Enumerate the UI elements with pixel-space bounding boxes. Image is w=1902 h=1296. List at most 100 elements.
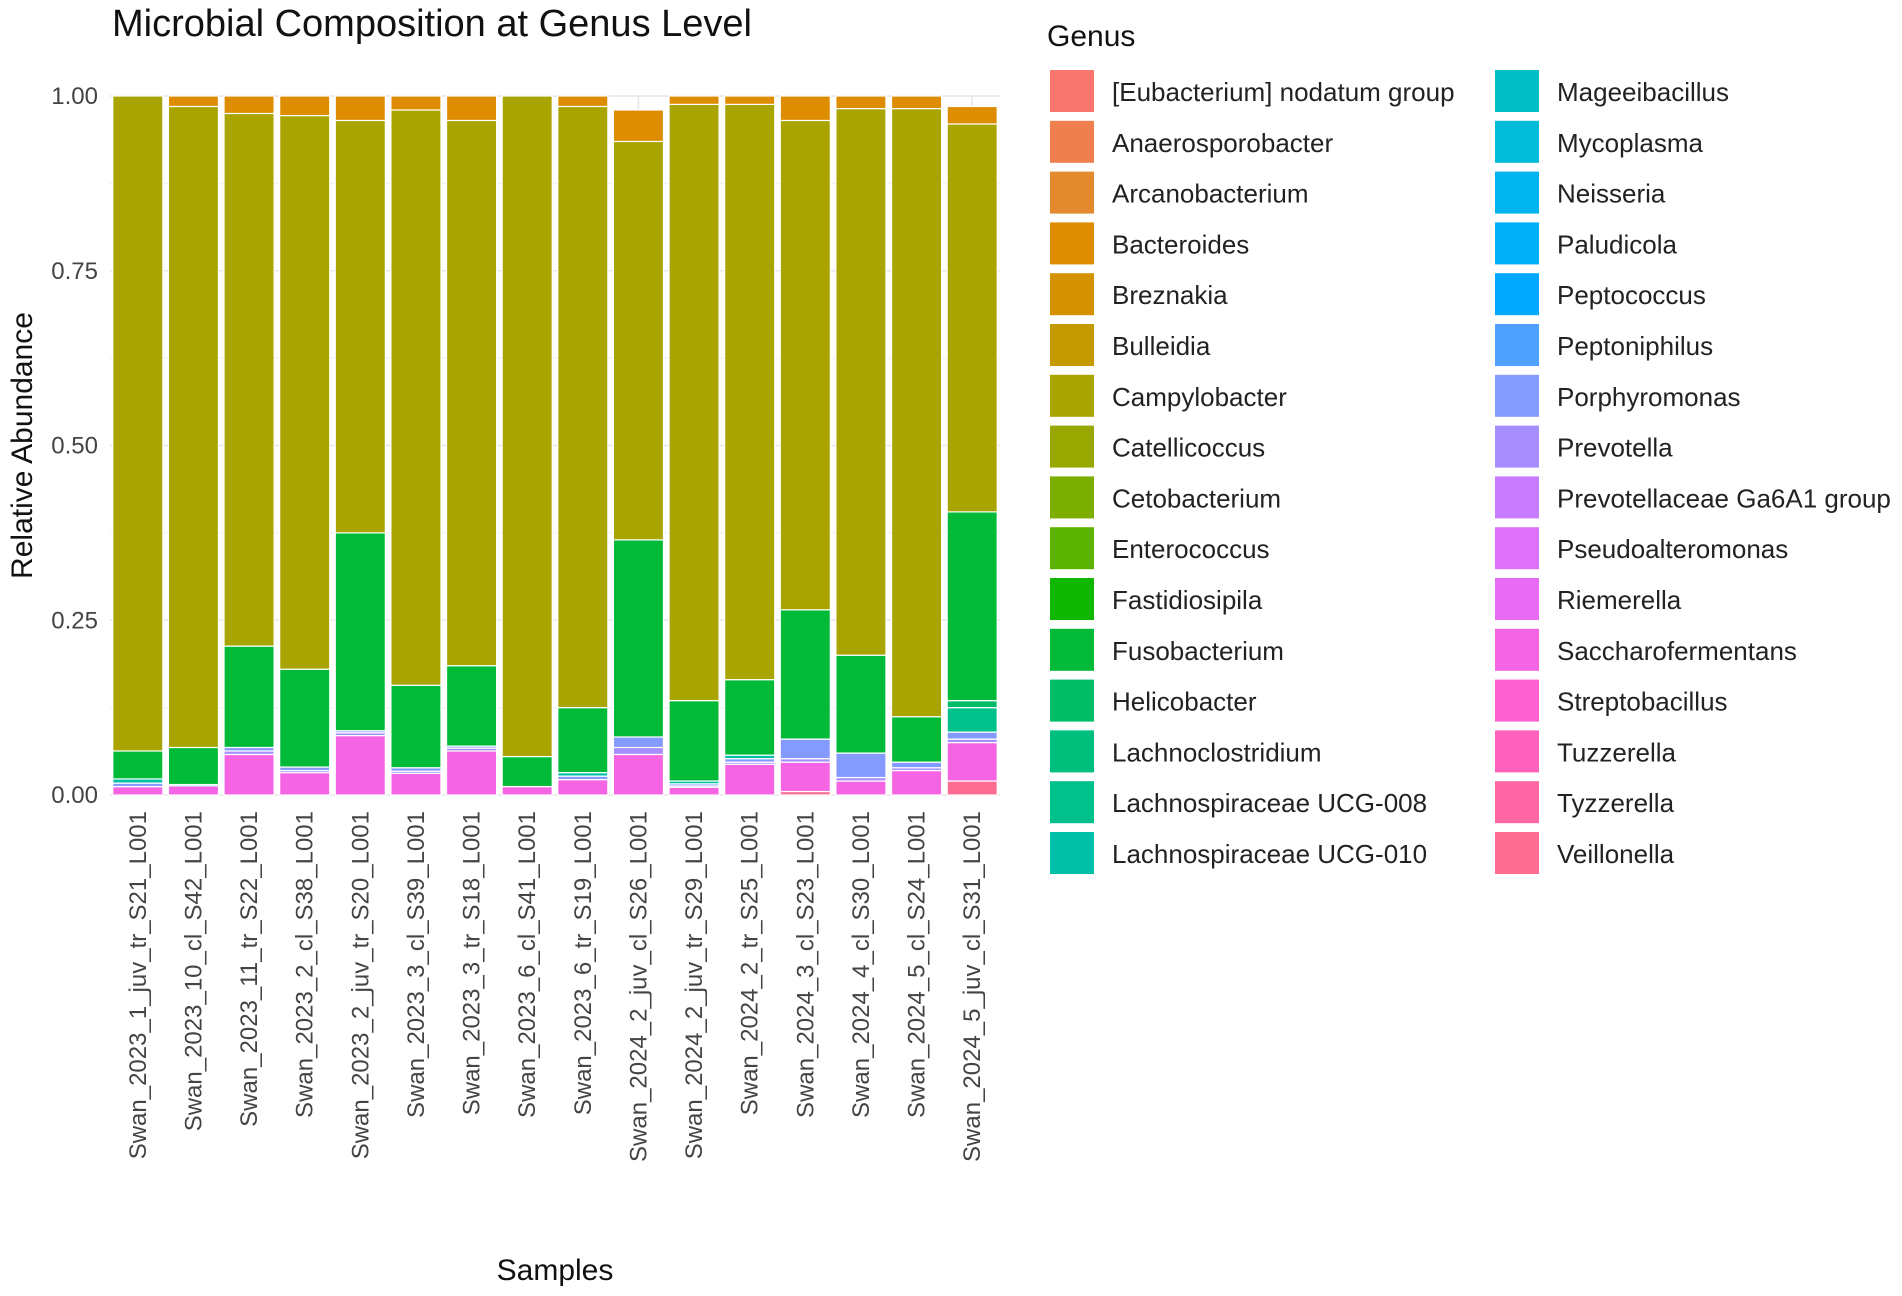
legend-label: Campylobacter bbox=[1112, 382, 1287, 412]
bar-segment bbox=[779, 761, 831, 793]
legend-label: Lachnospiraceae UCG-010 bbox=[1112, 839, 1427, 869]
bar-segment bbox=[557, 105, 609, 709]
legend-label: Paludicola bbox=[1557, 229, 1678, 259]
x-tick-label: Swan_2024_5_cl_S24_L001 bbox=[904, 811, 931, 1118]
bar-segment bbox=[390, 95, 442, 111]
legend-label: Pseudoalteromonas bbox=[1557, 534, 1788, 564]
x-tick-label: Swan_2023_11_tr_S22_L001 bbox=[236, 811, 263, 1127]
bar-segment bbox=[390, 684, 442, 769]
legend-swatch bbox=[1050, 578, 1094, 620]
bar-segment bbox=[835, 654, 887, 754]
legend-label: Riemerella bbox=[1557, 585, 1682, 615]
bar-stack bbox=[946, 105, 998, 796]
bar-segment bbox=[279, 114, 331, 670]
bar-segment bbox=[445, 95, 498, 122]
legend-item: Catellicoccus bbox=[1050, 425, 1265, 468]
legend-item: Streptobacillus bbox=[1495, 679, 1728, 722]
bar-stack bbox=[612, 109, 665, 796]
legend-label: Mycoplasma bbox=[1557, 128, 1703, 158]
bar-segment bbox=[668, 786, 720, 796]
legend-label: Fastidiosipila bbox=[1112, 585, 1263, 615]
legend-swatch bbox=[1495, 120, 1539, 163]
bar-segment bbox=[334, 734, 386, 796]
legend-swatch bbox=[1495, 628, 1539, 671]
bar-stack bbox=[724, 95, 776, 796]
bar-segment bbox=[946, 105, 998, 125]
legend-swatch bbox=[1495, 832, 1539, 874]
bar-segment bbox=[501, 755, 553, 788]
bar-segment bbox=[334, 95, 386, 122]
legend-title: Genus bbox=[1047, 20, 1135, 53]
y-tick-label: 0.75 bbox=[51, 258, 98, 285]
legend-swatch bbox=[1495, 70, 1539, 112]
x-tick-label: Swan_2023_3_tr_S18_L001 bbox=[459, 811, 486, 1115]
legend-label: Mageeibacillus bbox=[1557, 77, 1729, 107]
legend-label: Lachnoclostridium bbox=[1112, 737, 1322, 767]
bar-segment bbox=[167, 746, 220, 786]
bar-segment bbox=[779, 119, 831, 611]
legend-swatch bbox=[1495, 578, 1539, 620]
bar-segment bbox=[279, 668, 331, 768]
legend-item: Prevotella bbox=[1495, 425, 1673, 468]
bar-segment bbox=[890, 107, 943, 718]
bar-segment bbox=[167, 95, 220, 108]
bar-stack bbox=[668, 95, 720, 796]
x-tick-label: Swan_2023_1_juv_tr_S21_L001 bbox=[125, 811, 152, 1159]
legend-item: Fastidiosipila bbox=[1050, 578, 1263, 620]
bar-stack bbox=[390, 95, 442, 796]
bar-segment bbox=[946, 780, 998, 796]
y-axis-title: Relative Abundance bbox=[6, 312, 39, 579]
bar-segment bbox=[612, 109, 665, 143]
bar-segment bbox=[946, 707, 998, 733]
legend-label: Helicobacter bbox=[1112, 687, 1257, 717]
x-tick-label: Swan_2023_6_tr_S19_L001 bbox=[570, 811, 597, 1115]
bar-segment bbox=[279, 95, 331, 117]
bar-segment bbox=[223, 645, 275, 749]
bar-segment bbox=[612, 140, 665, 541]
bar-segment bbox=[724, 103, 776, 681]
legend-item: Helicobacter bbox=[1050, 679, 1257, 722]
bar-segment bbox=[724, 763, 776, 796]
bar-layer bbox=[112, 95, 998, 796]
bar-segment bbox=[557, 707, 609, 774]
legend-label: Peptoniphilus bbox=[1557, 331, 1713, 361]
bar-segment bbox=[835, 752, 887, 779]
bar-segment bbox=[612, 736, 665, 749]
legend-label: Saccharofermentans bbox=[1557, 636, 1797, 666]
legend-label: Fusobacterium bbox=[1112, 636, 1284, 666]
legend-swatch bbox=[1495, 324, 1539, 366]
y-axis-ticks: 0.00 0.25 0.50 0.75 1.00 bbox=[51, 83, 98, 809]
bar-stack bbox=[334, 95, 386, 796]
legend-swatch bbox=[1050, 476, 1094, 519]
bar-segment bbox=[612, 746, 665, 756]
x-axis-title: Samples bbox=[497, 1254, 614, 1287]
x-tick-label: Swan_2023_6_cl_S41_L001 bbox=[514, 811, 541, 1118]
bar-stack bbox=[501, 95, 553, 796]
bar-segment bbox=[779, 609, 831, 740]
legend-item: Lachnoclostridium bbox=[1050, 730, 1322, 773]
legend-label: Enterococcus bbox=[1112, 534, 1270, 564]
legend-label: Arcanobacterium bbox=[1112, 179, 1309, 209]
bar-segment bbox=[668, 700, 720, 782]
legend-swatch bbox=[1495, 273, 1539, 316]
bar-segment bbox=[946, 123, 998, 513]
legend-item: Arcanobacterium bbox=[1050, 171, 1309, 214]
legend-swatch bbox=[1050, 425, 1094, 468]
x-tick-label: Swan_2023_2_cl_S38_L001 bbox=[292, 811, 319, 1118]
bar-segment bbox=[557, 95, 609, 108]
legend-item: Anaerosporobacter bbox=[1050, 120, 1333, 163]
legend: [Eubacterium] nodatum group Anaerosporoba… bbox=[1050, 70, 1891, 874]
bar-segment bbox=[946, 700, 998, 709]
bar-segment bbox=[167, 785, 220, 796]
bar-segment bbox=[779, 738, 831, 760]
bar-segment bbox=[724, 95, 776, 105]
legend-swatch bbox=[1050, 730, 1094, 773]
x-tick-label: Swan_2024_2_juv_cl_S26_L001 bbox=[625, 811, 652, 1162]
bar-segment bbox=[112, 95, 164, 752]
bar-segment bbox=[167, 105, 220, 749]
bar-segment bbox=[668, 95, 720, 105]
bar-segment bbox=[890, 761, 943, 769]
bar-segment bbox=[334, 532, 386, 732]
legend-item: Lachnospiraceae UCG-010 bbox=[1050, 832, 1427, 874]
